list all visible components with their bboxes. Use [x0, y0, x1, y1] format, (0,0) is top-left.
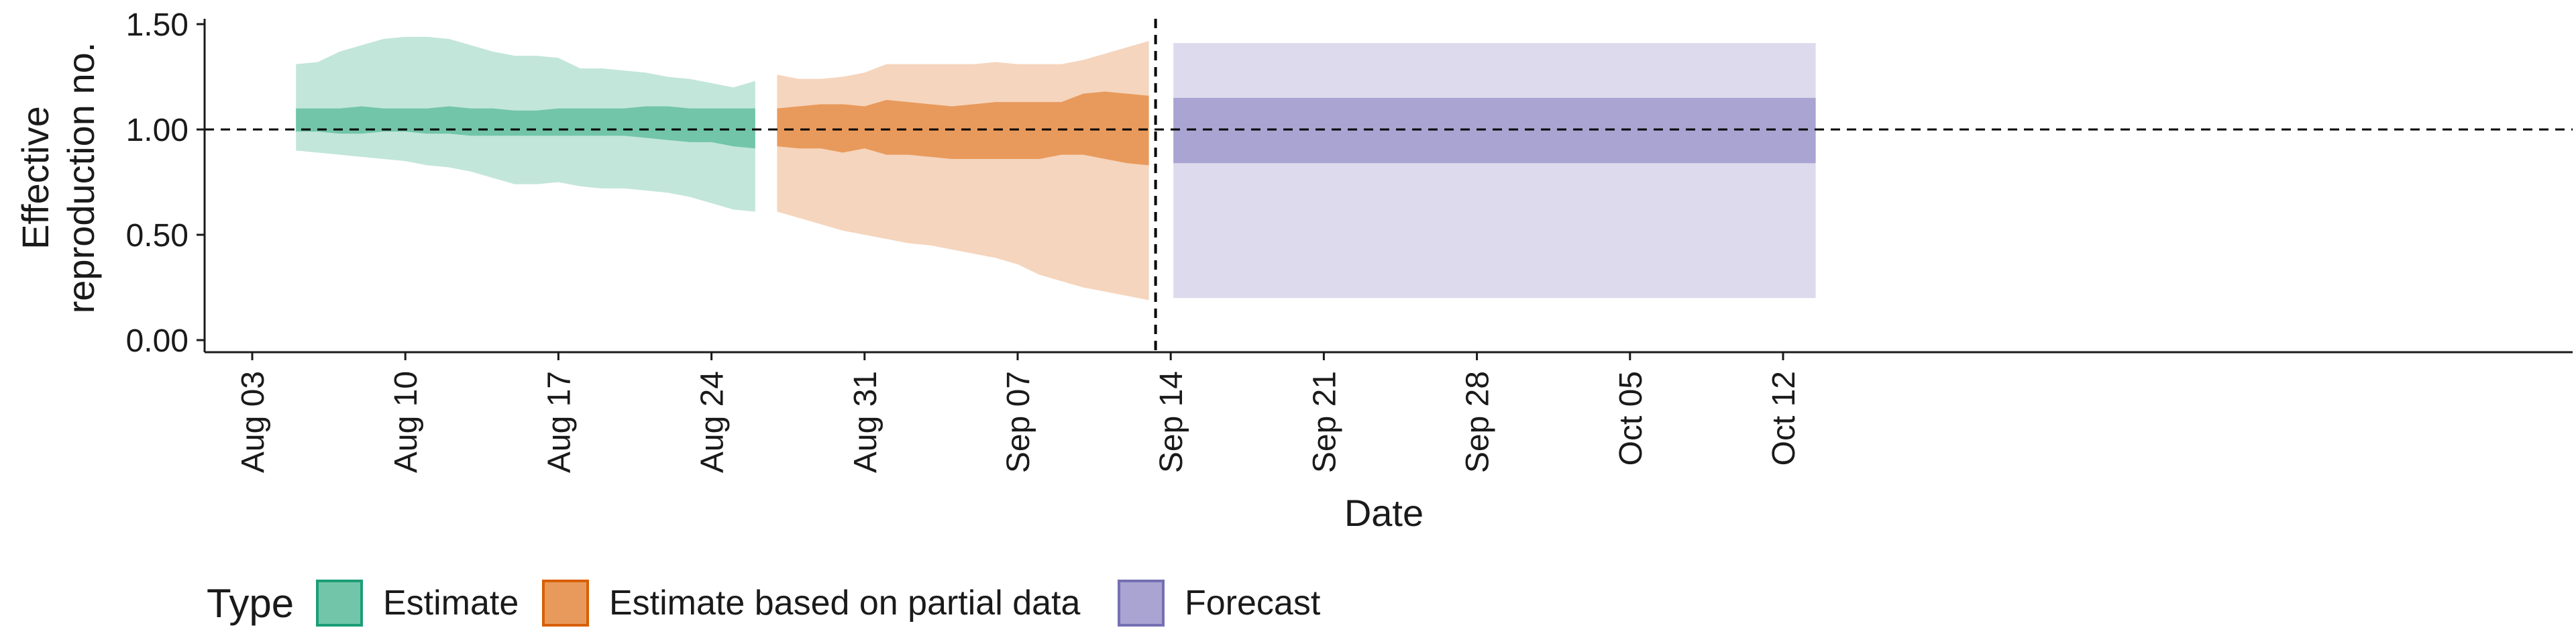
x-tick-label: Sep 07 [1001, 371, 1036, 473]
legend-key-forecast [1118, 580, 1165, 627]
x-tick-label: Sep 28 [1460, 371, 1496, 473]
band-inner-estimate [296, 106, 755, 149]
x-tick-label: Sep 21 [1307, 371, 1342, 473]
legend-key-estimate [316, 580, 363, 627]
band-outer-estimate-based-on-partial-data [777, 41, 1149, 301]
x-axis-label: Date [1344, 492, 1424, 534]
legend-entries: Estimate Estimate based on partial data Fo… [316, 580, 1321, 627]
x-tick-label: Aug 03 [235, 371, 271, 473]
x-tick-label: Sep 14 [1154, 371, 1189, 473]
x-ticks: Aug 03 Aug 10 Aug 17 Aug 24 Aug 31 Sep 07 Sep … [235, 352, 1802, 473]
x-tick-label: Aug 10 [388, 371, 424, 473]
legend-title: Type [207, 581, 294, 626]
legend-key-estimate-based-on-partial-data [542, 580, 589, 627]
legend-label-forecast: Forecast [1185, 584, 1321, 623]
x-tick-label: Oct 12 [1766, 371, 1802, 466]
band-inner-forecast [1173, 97, 1816, 164]
band-inner-estimate-based-on-partial-data [777, 91, 1149, 166]
x-tick-label: Aug 17 [541, 371, 577, 473]
y-axis-label-line-1: Effective [14, 106, 56, 250]
y-tick-label: 1.50 [126, 7, 189, 43]
x-tick-label: Aug 31 [848, 371, 883, 473]
y-axis-label: Effective reproduction no. [14, 42, 102, 314]
band-outer-forecast [1173, 43, 1816, 299]
y-axis-label-line-2: reproduction no. [60, 42, 102, 314]
y-ticks: 0.00 0.50 1.00 1.50 [126, 7, 205, 359]
y-tick-label: 0.50 [126, 218, 189, 254]
legend: Type Estimate Estimate based on partial d… [207, 580, 1321, 627]
y-tick-label: 0.00 [126, 323, 189, 359]
y-tick-label: 1.00 [126, 113, 189, 148]
legend-label-estimate: Estimate [383, 584, 519, 623]
x-tick-label: Aug 24 [695, 371, 731, 473]
bands [296, 36, 1816, 301]
x-tick-label: Oct 05 [1613, 371, 1649, 466]
legend-label-estimate-based-on-partial-data: Estimate based on partial data [609, 584, 1081, 623]
